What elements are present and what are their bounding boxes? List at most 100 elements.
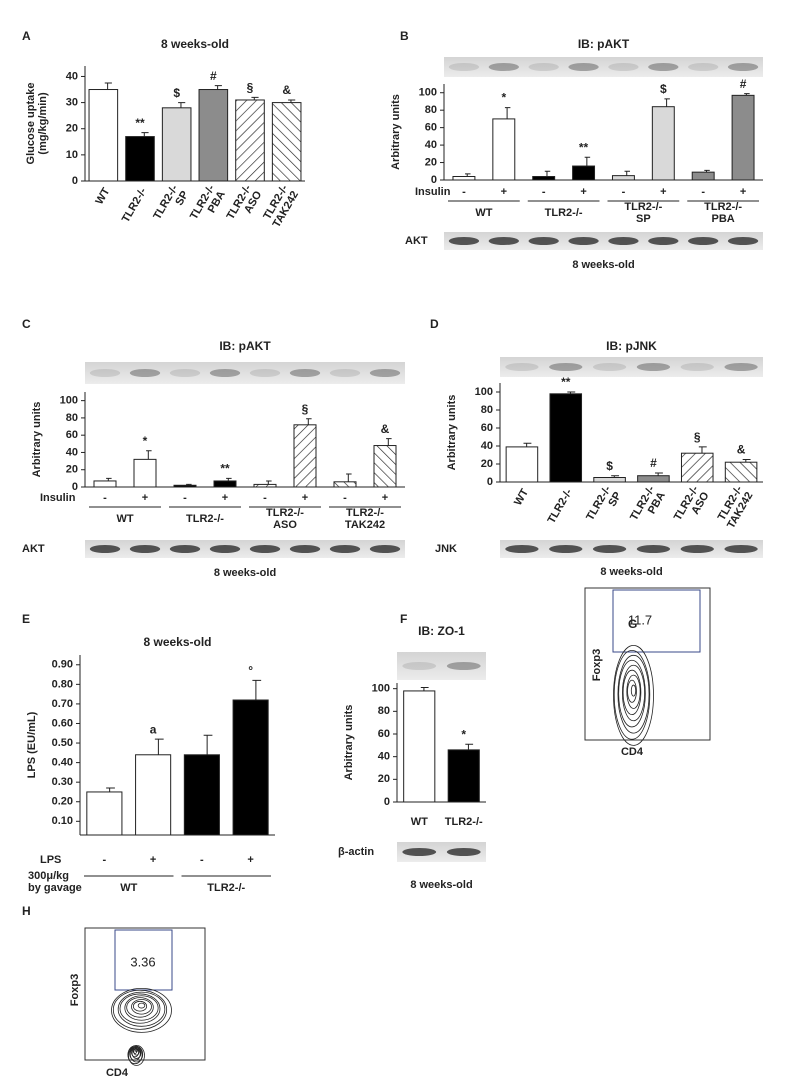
error-bar (567, 391, 576, 394)
error-bar (104, 82, 112, 90)
y-tick-label: 20 (481, 458, 493, 470)
y-tick-label: 0 (72, 175, 78, 187)
x-tick-label: TLR2-/-PBA (188, 183, 228, 228)
contour (119, 993, 161, 1024)
blot-band (724, 545, 758, 553)
plot-frame (84, 927, 206, 1061)
bar (572, 165, 596, 181)
bar (680, 452, 714, 483)
x-tick-label: TLR2-/-TAK242 (260, 183, 301, 230)
y-tick-label: 0.80 (52, 678, 73, 690)
y-tick-label: 10 (66, 149, 78, 161)
error-bar (226, 477, 232, 481)
blot-band (592, 363, 627, 371)
contour (617, 654, 650, 734)
y-tick-label: 0.10 (52, 815, 73, 827)
group-label: WT (116, 513, 133, 525)
error-bar (584, 156, 591, 167)
contour (613, 645, 654, 746)
contour (618, 659, 646, 728)
blot-band (636, 363, 671, 371)
blot-band (528, 237, 559, 245)
error-bar (214, 85, 222, 90)
x-tick-label: - (263, 492, 267, 504)
bar (198, 89, 229, 182)
bar-annotation: $ (173, 86, 180, 100)
panel-letter: H (22, 904, 31, 918)
x-axis-label: LPS (40, 854, 61, 866)
y-tick-label: 100 (60, 395, 78, 407)
blot-band (528, 63, 559, 71)
error-bar (420, 687, 429, 691)
bar (293, 424, 317, 488)
group-label: TLR2-/- (207, 882, 245, 894)
x-tick-label: TLR2-/-PBA (628, 484, 668, 529)
bar-annotation: # (650, 456, 657, 470)
error-bar (252, 679, 262, 700)
contour (126, 997, 154, 1018)
x-tick-label: - (622, 186, 626, 198)
contour (621, 664, 646, 722)
blot-band (488, 237, 519, 245)
bar (271, 102, 302, 182)
bar-annotation: & (381, 422, 390, 436)
x-tick-label: - (103, 854, 107, 866)
footer: 8 weeks-old (214, 567, 276, 579)
bar (593, 477, 626, 483)
error-bar (288, 99, 296, 103)
blot-band (329, 369, 361, 377)
panel-letter: C (22, 317, 31, 331)
bar-annotation: # (210, 69, 217, 83)
gate (612, 589, 701, 653)
x-tick-label: + (302, 492, 308, 504)
y-tick-label: 60 (425, 122, 437, 134)
x-tick-label: TLR2-/- (120, 186, 150, 225)
bar (183, 754, 220, 836)
y-tick-label: 0 (431, 174, 437, 186)
x-tick-label: TLR2-/-ASO (672, 484, 712, 529)
x-axis-label: CD4 (621, 746, 644, 758)
contour (128, 1045, 145, 1066)
y-tick-label: 80 (425, 104, 437, 116)
bar (232, 699, 269, 836)
bar-annotation: & (737, 443, 746, 457)
x-tick-label: + (222, 492, 228, 504)
blot (500, 540, 763, 558)
y-tick-label: 40 (66, 446, 78, 458)
x-axis-label: Insulin (40, 492, 76, 504)
blot-band (89, 545, 121, 553)
blot-label: β-actin (338, 846, 374, 858)
blot (85, 362, 405, 384)
error-bar (664, 98, 670, 107)
error-bar (611, 475, 620, 478)
bar-annotation: ** (561, 375, 571, 389)
y-tick-label: 0.40 (52, 757, 73, 769)
error-bar (523, 442, 532, 447)
bar-annotation: § (302, 402, 309, 416)
y-tick-label: 20 (378, 773, 390, 785)
flow-panel-g: G 11.7 Foxp3 CD4 (584, 587, 711, 758)
blot-band (724, 363, 758, 371)
blot-band (446, 848, 481, 856)
error-bar (742, 459, 751, 463)
group-label: TLR2-/-SP (624, 201, 662, 225)
chart-title: IB: pAKT (578, 37, 630, 51)
bar (173, 484, 197, 488)
panel-letter: B (400, 29, 409, 43)
bar (133, 458, 157, 488)
bar (253, 483, 277, 488)
x-tick-label: - (701, 186, 705, 198)
y-tick-label: 100 (372, 683, 390, 695)
blot-band (209, 545, 241, 553)
x-tick-label: TLR2-/-ASO (225, 183, 265, 228)
error-bar (544, 170, 551, 177)
blot-band (727, 63, 759, 71)
blot (444, 232, 763, 250)
error-bar (654, 472, 663, 476)
bar (492, 118, 516, 181)
y-tick-label: 0.20 (52, 796, 73, 808)
bar (724, 461, 758, 483)
blot-band (608, 237, 639, 245)
y-tick-label: 60 (481, 422, 493, 434)
